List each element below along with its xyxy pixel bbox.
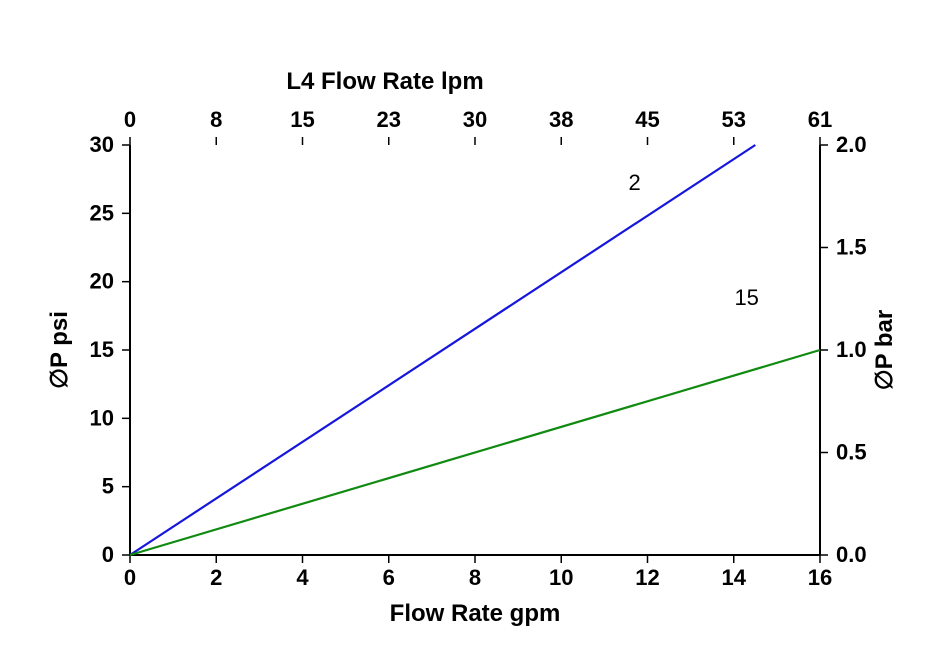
x-top-tick-label: 61 xyxy=(808,107,832,132)
y-left-tick-label: 0 xyxy=(102,542,114,567)
x-bottom-tick-label: 12 xyxy=(635,565,659,590)
x-bottom-tick-label: 8 xyxy=(469,565,481,590)
x-bottom-tick-label: 16 xyxy=(808,565,832,590)
x-top-tick-label: 38 xyxy=(549,107,573,132)
x-top-tick-label: 8 xyxy=(210,107,222,132)
y-left-tick-label: 10 xyxy=(90,405,114,430)
y-right-tick-label: 1.5 xyxy=(836,235,867,260)
x-bottom-tick-label: 10 xyxy=(549,565,573,590)
x-top-tick-label: 53 xyxy=(722,107,746,132)
y-right-axis-label: ∅P bar xyxy=(871,310,898,391)
y-right-tick-label: 2.0 xyxy=(836,132,867,157)
x-top-tick-label: 15 xyxy=(290,107,314,132)
x-top-tick-label: 0 xyxy=(124,107,136,132)
series-label-series-2: 2 xyxy=(628,170,640,195)
x-top-axis-label: L4 Flow Rate lpm xyxy=(286,68,483,95)
y-left-tick-label: 20 xyxy=(90,269,114,294)
series-label-series-15: 15 xyxy=(734,285,758,310)
chart-container: 0246810121416Flow Rate gpm08152330384553… xyxy=(0,0,928,672)
flow-pressure-chart: 0246810121416Flow Rate gpm08152330384553… xyxy=(0,0,928,672)
y-left-tick-label: 30 xyxy=(90,132,114,157)
x-top-tick-label: 30 xyxy=(463,107,487,132)
y-left-tick-label: 15 xyxy=(90,337,114,362)
x-top-tick-label: 45 xyxy=(635,107,659,132)
x-top-tick-label: 23 xyxy=(377,107,401,132)
x-bottom-tick-label: 6 xyxy=(383,565,395,590)
x-bottom-tick-label: 2 xyxy=(210,565,222,590)
y-right-tick-label: 0.5 xyxy=(836,440,867,465)
x-bottom-tick-label: 14 xyxy=(722,565,747,590)
y-right-tick-label: 0.0 xyxy=(836,542,867,567)
x-bottom-tick-label: 0 xyxy=(124,565,136,590)
y-left-tick-label: 25 xyxy=(90,200,114,225)
x-bottom-axis-label: Flow Rate gpm xyxy=(390,600,561,627)
y-left-axis-label: ∅P psi xyxy=(46,311,73,389)
x-bottom-tick-label: 4 xyxy=(296,565,309,590)
y-right-tick-label: 1.0 xyxy=(836,337,867,362)
y-left-tick-label: 5 xyxy=(102,474,114,499)
